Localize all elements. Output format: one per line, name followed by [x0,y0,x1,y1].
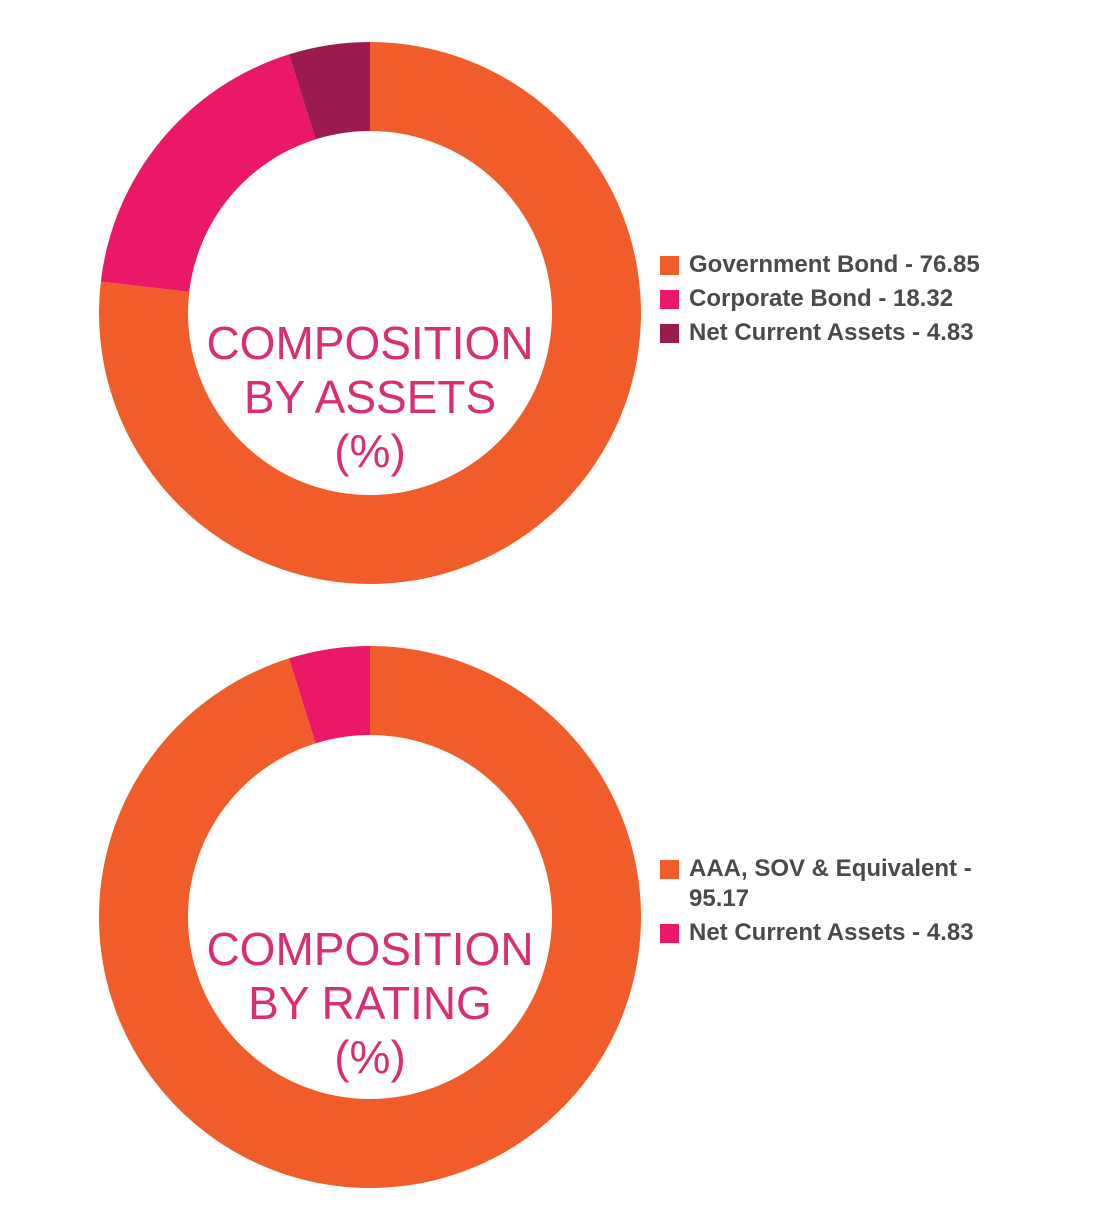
legend-swatch-government-bond [660,256,679,275]
legend-label-net-current-assets-rating: Net Current Assets - 4.83 [689,919,974,946]
donut-slice-net-current-assets [289,42,370,140]
rating-composition-chart: COMPOSITION BY RATING (%) AAA, SOV & Equ… [0,604,1120,1204]
assets-center-line-2: BY ASSETS [243,371,497,423]
rating-donut [98,646,641,1188]
rating-center-line-2: BY RATING [248,977,492,1029]
rating-legend: AAA, SOV & Equivalent - 95.17 Net Curren… [660,854,1040,952]
legend-item-aaa-sov-equivalent: AAA, SOV & Equivalent - 95.17 [660,854,1040,914]
assets-center-line-3: (%) [334,425,406,477]
assets-donut [99,42,642,584]
legend-item-corporate-bond: Corporate Bond - 18.32 [660,284,1040,314]
legend-swatch-net-current-assets [660,324,679,343]
legend-label-government-bond: Government Bond - 76.85 [689,251,980,278]
legend-label-aaa-sov-equivalent: AAA, SOV & Equivalent - 95.17 [689,855,972,912]
legend-item-government-bond: Government Bond - 76.85 [660,250,1040,280]
legend-item-net-current-assets-rating: Net Current Assets - 4.83 [660,918,1040,948]
donut-slice-net-current-assets [289,646,370,744]
donut-slice-aaa-sov-equivalent [98,646,641,1188]
assets-composition-chart: COMPOSITION BY ASSETS (%) Government Bon… [0,0,1120,600]
rating-center-line-1: COMPOSITION [206,923,534,975]
legend-swatch-corporate-bond [660,290,679,309]
rating-center-line-3: (%) [334,1031,406,1083]
assets-center-line-1: COMPOSITION [206,317,534,369]
legend-swatch-net-current-assets-rating [660,924,679,943]
rating-center-label: COMPOSITION BY RATING (%) [170,922,570,1084]
donut-slice-government-bond [99,42,642,584]
legend-swatch-aaa-sov-equivalent [660,860,679,879]
assets-center-label: COMPOSITION BY ASSETS (%) [170,316,570,478]
legend-label-net-current-assets: Net Current Assets - 4.83 [689,319,974,346]
donut-slice-corporate-bond [100,54,316,292]
assets-legend: Government Bond - 76.85 Corporate Bond -… [660,250,1040,352]
legend-item-net-current-assets: Net Current Assets - 4.83 [660,318,1040,348]
legend-label-corporate-bond: Corporate Bond - 18.32 [689,285,954,312]
